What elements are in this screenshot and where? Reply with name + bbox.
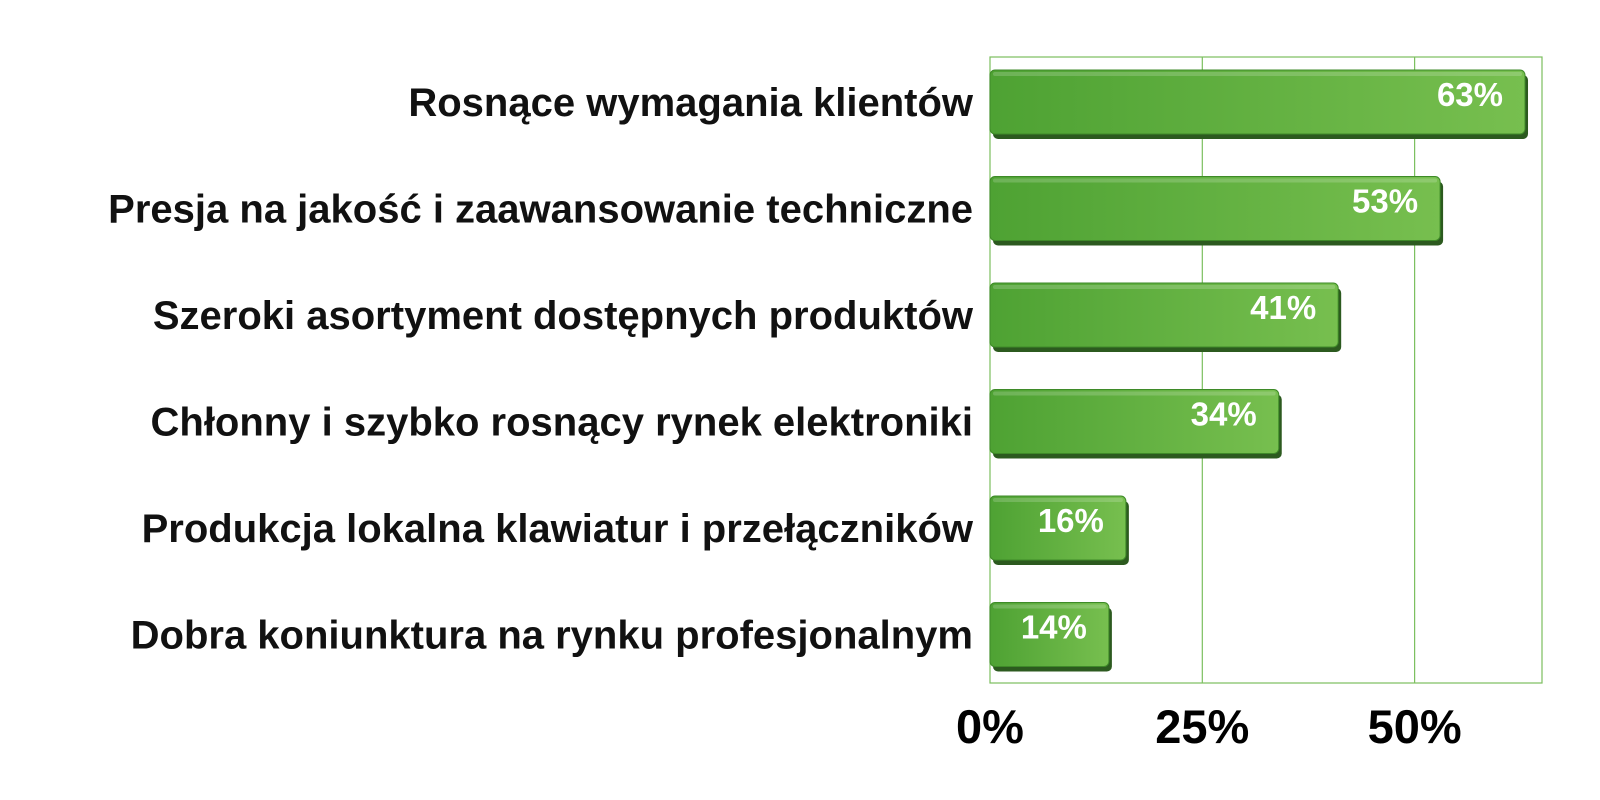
category-label-4: Produkcja lokalna klawiatur i przełączni… — [142, 507, 974, 551]
bar-4 — [989, 495, 1127, 561]
x-tick-label-0: 0% — [956, 700, 1024, 753]
category-label-0: Rosnące wymagania klientów — [408, 81, 974, 125]
bar-2 — [989, 282, 1339, 348]
value-label-2: 41% — [1250, 289, 1316, 326]
bar-highlight-5 — [993, 604, 1106, 609]
bar-highlight-4 — [993, 498, 1123, 502]
category-label-3: Chłonny i szybko rosnący rynek elektroni… — [151, 401, 974, 445]
value-label-3: 34% — [1191, 396, 1257, 433]
bar-highlight-3 — [993, 391, 1276, 396]
x-tick-label-2: 50% — [1368, 700, 1462, 753]
category-label-2: Szeroki asortyment dostępnych produktów — [153, 294, 974, 338]
bar-3 — [989, 389, 1280, 454]
bar-highlight-2 — [993, 285, 1336, 289]
bar-5 — [989, 602, 1110, 667]
value-label-5: 14% — [1021, 609, 1087, 646]
bar-0 — [989, 69, 1526, 135]
value-label-1: 53% — [1352, 183, 1418, 220]
category-label-1: Presja na jakość i zaawansowanie technic… — [108, 188, 973, 232]
bar-1 — [989, 176, 1441, 241]
bar-highlight-0 — [993, 72, 1523, 76]
category-label-5: Dobra koniunktura na rynku profesjonalny… — [131, 614, 973, 658]
x-tick-label-1: 25% — [1155, 700, 1249, 753]
value-label-0: 63% — [1437, 76, 1503, 113]
bar-highlight-1 — [993, 178, 1438, 183]
plot-area-border — [989, 56, 1543, 684]
value-label-4: 16% — [1038, 502, 1104, 539]
